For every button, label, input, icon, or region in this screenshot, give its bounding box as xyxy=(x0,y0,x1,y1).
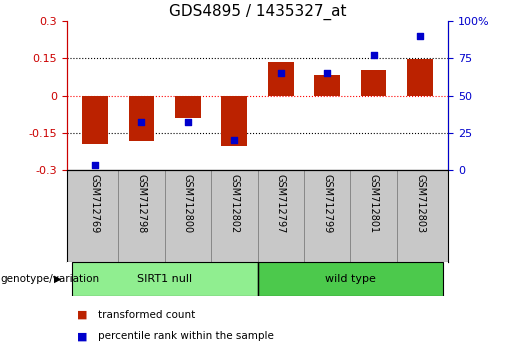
Point xyxy=(277,70,285,76)
Text: percentile rank within the sample: percentile rank within the sample xyxy=(98,331,274,341)
Text: GSM712769: GSM712769 xyxy=(90,173,100,233)
Title: GDS4895 / 1435327_at: GDS4895 / 1435327_at xyxy=(169,4,346,20)
Text: transformed count: transformed count xyxy=(98,310,195,320)
Text: GSM712798: GSM712798 xyxy=(136,173,146,233)
Text: GSM712799: GSM712799 xyxy=(322,173,332,233)
Text: GSM712802: GSM712802 xyxy=(229,173,239,233)
Text: ▶: ▶ xyxy=(54,274,62,284)
Bar xyxy=(361,69,386,96)
Text: genotype/variation: genotype/variation xyxy=(1,274,99,284)
Bar xyxy=(82,96,108,144)
Point xyxy=(323,70,331,76)
Text: GSM712801: GSM712801 xyxy=(369,173,379,233)
Point xyxy=(370,53,378,58)
Text: SIRT1 null: SIRT1 null xyxy=(137,274,192,284)
Text: GSM712800: GSM712800 xyxy=(183,173,193,233)
Text: wild type: wild type xyxy=(325,274,376,284)
FancyBboxPatch shape xyxy=(72,262,258,296)
Bar xyxy=(407,59,433,96)
Text: ■: ■ xyxy=(77,310,88,320)
Bar xyxy=(315,75,340,96)
Point xyxy=(137,120,145,125)
Point xyxy=(184,120,192,125)
Text: ■: ■ xyxy=(77,331,88,341)
Bar xyxy=(129,96,154,141)
Point xyxy=(91,162,99,168)
FancyBboxPatch shape xyxy=(258,262,443,296)
Point xyxy=(230,137,238,143)
Text: GSM712803: GSM712803 xyxy=(415,173,425,233)
Point xyxy=(416,33,424,39)
Bar xyxy=(175,96,200,118)
Bar xyxy=(268,62,294,96)
Bar xyxy=(221,96,247,146)
Text: GSM712797: GSM712797 xyxy=(276,173,286,233)
